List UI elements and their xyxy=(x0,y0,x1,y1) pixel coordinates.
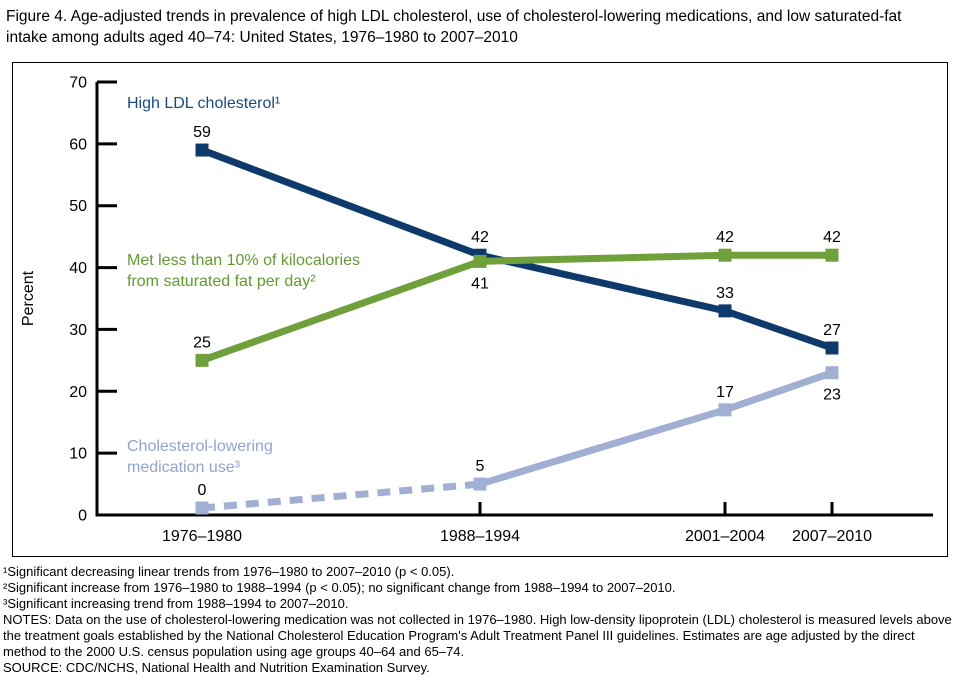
series-label-line: Cholesterol-lowering xyxy=(127,438,273,455)
data-point-marker-2 xyxy=(473,477,487,491)
data-point-label: 42 xyxy=(716,229,734,246)
series-line-0 xyxy=(479,251,726,315)
data-point-label: 5 xyxy=(476,458,485,475)
data-point-marker-0 xyxy=(825,341,839,355)
x-tick-label: 1988–1994 xyxy=(440,528,520,545)
series-line-2 xyxy=(201,480,481,512)
data-point-marker-1 xyxy=(195,353,209,367)
y-axis-title: Percent xyxy=(20,270,37,326)
series-label-line: Met less than 10% of kilocalories xyxy=(127,252,360,269)
chart-box: 0 10 20 30 40 50 60 70 1976–1980 1988–1994 2001–20… xyxy=(12,62,948,557)
data-point-label: 25 xyxy=(193,334,211,351)
series-line-2 xyxy=(723,369,834,414)
data-point-marker-0 xyxy=(718,304,732,318)
series-line-2 xyxy=(478,406,727,488)
footnote-3: ³Significant increasing trend from 1988–… xyxy=(3,596,349,611)
y-tick-label: 70 xyxy=(69,75,87,92)
data-point-label: 23 xyxy=(823,387,841,404)
data-point-marker-0 xyxy=(195,143,209,157)
footnote-notes: NOTES: Data on the use of cholesterol-lo… xyxy=(3,612,952,659)
y-tick-label: 60 xyxy=(69,136,87,153)
series-line-0 xyxy=(200,146,482,259)
data-point-marker-1 xyxy=(718,248,732,262)
data-point-marker-1 xyxy=(825,248,839,262)
footnotes: ¹Significant decreasing linear trends fr… xyxy=(3,564,958,676)
series-label-saturated-fat: Met less than 10% of kilocalories from s… xyxy=(127,250,360,292)
y-tick-label: 40 xyxy=(69,260,87,277)
y-tick-label: 30 xyxy=(69,322,87,339)
data-point-label: 41 xyxy=(471,275,489,292)
series-label-medication: Cholesterol-lowering medication use³ xyxy=(127,436,273,478)
data-point-marker-2 xyxy=(718,403,732,417)
series-line-1 xyxy=(200,258,482,364)
y-tick-label: 10 xyxy=(69,446,87,463)
data-point-marker-2 xyxy=(825,366,839,380)
x-tick-label: 1976–1980 xyxy=(162,528,242,545)
x-tick-label: 2001–2004 xyxy=(685,528,765,545)
series-label-line: High LDL cholesterol¹ xyxy=(127,95,281,112)
series-label-line: from saturated fat per day² xyxy=(127,273,316,290)
footnote-1: ¹Significant decreasing linear trends fr… xyxy=(3,564,455,579)
data-point-label: 27 xyxy=(823,322,841,339)
y-tick-label: 0 xyxy=(78,508,87,525)
figure-title: Figure 4. Age-adjusted trends in prevale… xyxy=(6,8,902,46)
y-tick-label: 50 xyxy=(69,198,87,215)
data-point-label: 42 xyxy=(823,229,841,246)
data-point-label: 59 xyxy=(193,124,211,141)
y-tick-label: 20 xyxy=(69,384,87,401)
axes xyxy=(95,82,933,517)
data-point-label: 17 xyxy=(716,384,734,401)
data-point-marker-1 xyxy=(473,254,487,268)
data-point-label: 33 xyxy=(716,285,734,302)
series-label-high-ldl: High LDL cholesterol¹ xyxy=(127,93,280,114)
footnote-2: ²Significant increase from 1976–1980 to … xyxy=(3,580,676,595)
series-line-1 xyxy=(479,251,726,265)
series-line-0 xyxy=(723,307,834,352)
footnote-source: SOURCE: CDC/NCHS, National Health and Nu… xyxy=(3,660,430,675)
series-label-line: medication use³ xyxy=(127,459,240,476)
data-point-label: 42 xyxy=(471,229,489,246)
x-tick-label: 2007–2010 xyxy=(792,528,872,545)
data-point-marker-2 xyxy=(195,501,209,515)
data-point-label: 0 xyxy=(198,482,207,499)
